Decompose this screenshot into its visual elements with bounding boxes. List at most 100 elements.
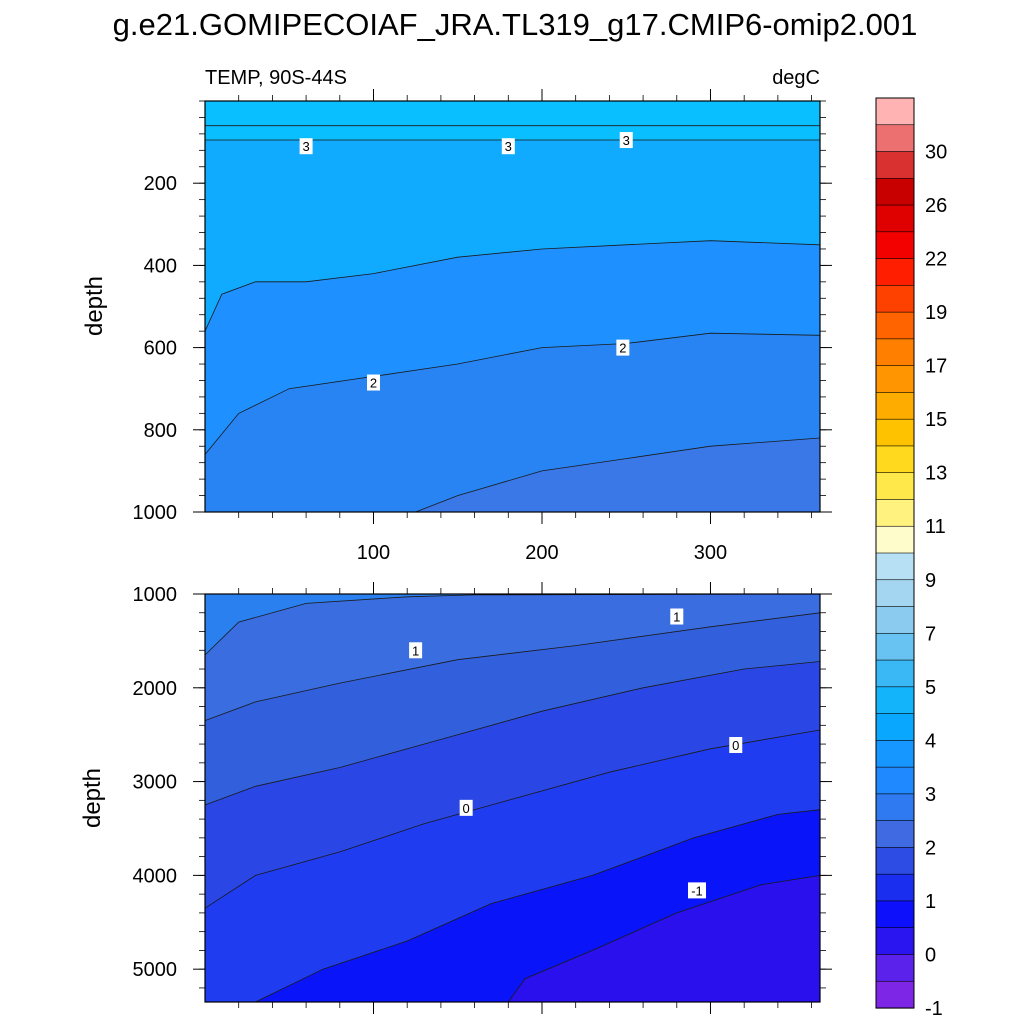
colorbar-swatch [875, 900, 915, 929]
contour-label: 1 [673, 610, 680, 625]
colorbar-label: 13 [925, 463, 947, 485]
colorbar-swatch [875, 927, 915, 956]
colorbar-swatch [875, 980, 915, 1009]
colorbar-swatch [875, 579, 915, 608]
contour-label: 1 [412, 643, 419, 658]
colorbar-swatch [875, 793, 915, 822]
colorbar-swatch [875, 204, 915, 233]
contour-label-box [688, 882, 706, 899]
colorbar-label: 2 [925, 837, 936, 859]
colorbar-swatch [875, 525, 915, 554]
colorbar-swatch [875, 258, 915, 286]
panel-1-band-fill [508, 875, 820, 1002]
x-tick-label: 200 [525, 542, 558, 564]
colorbar-swatch [875, 606, 915, 634]
colorbar-swatch [875, 659, 915, 688]
upper-ylabel: depth [81, 276, 108, 336]
upper-panel: TEMP, 90S-44S degC 3 3 3 2 2 200 400 600 800 100… [81, 67, 832, 564]
colorbar-swatch [875, 445, 915, 474]
colorbar-swatch [875, 954, 915, 982]
colorbar-swatch [875, 552, 915, 581]
contour-label: 2 [619, 341, 626, 356]
upper-left-label: TEMP, 90S-44S [205, 67, 347, 89]
panel-0-band-fill [415, 438, 820, 512]
colorbar-swatch [875, 820, 915, 849]
colorbar-label: 7 [925, 623, 936, 645]
contour-label: 2 [370, 376, 377, 391]
panel-1-contour-line [204, 661, 821, 806]
panel-1-contour-line [204, 593, 821, 656]
colorbar-label: 26 [925, 195, 947, 217]
y-tick-label: 3000 [133, 772, 178, 794]
colorbar-swatch [875, 472, 915, 501]
y-tick-label: 2000 [133, 678, 178, 700]
contour-label: 3 [623, 133, 630, 148]
contour-label-box [619, 132, 633, 149]
y-tick-label: 800 [144, 420, 177, 442]
colorbar-swatch [875, 365, 915, 394]
colorbar-swatch [875, 499, 915, 527]
lower-ylabel: depth [79, 768, 106, 828]
panel-1-contour-line [204, 612, 821, 721]
contour-label: -1 [691, 883, 703, 898]
upper-axes: 200 400 600 800 1000 100 200 300 [133, 89, 832, 564]
contour-label-box [459, 799, 473, 816]
colorbar-swatch [875, 177, 915, 206]
colorbar-label: -1 [925, 998, 943, 1020]
colorbar-label: 15 [925, 409, 947, 431]
colorbar-swatch [875, 766, 915, 795]
colorbar-swatch [875, 338, 915, 367]
colorbar-label: 30 [925, 142, 947, 164]
panel-1-contour-line [255, 809, 821, 1003]
colorbar-swatch [875, 97, 915, 126]
colorbar-label: 11 [925, 516, 946, 538]
colorbar-swatch [875, 686, 915, 715]
contour-label-box [729, 737, 743, 754]
panel-0-contour-line [415, 437, 821, 513]
lower-axes: 1000 2000 3000 4000 5000 [133, 582, 832, 1014]
lower-contour-plot: 1 1 0 0 -1 [204, 593, 821, 1003]
contour-label-box [409, 642, 423, 659]
upper-contour-plot: 3 3 3 2 2 [204, 101, 821, 513]
colorbar-swatch [875, 392, 915, 420]
colorbar-label: 0 [925, 945, 936, 967]
colorbar-swatch [875, 847, 915, 875]
colorbar-swatch [875, 873, 915, 902]
y-tick-label: 200 [144, 173, 177, 195]
colorbar-swatch [875, 713, 915, 741]
colorbar-label: 17 [925, 356, 947, 378]
contour-label-box [616, 339, 630, 356]
colorbar-swatch [875, 151, 915, 179]
colorbar-swatch [875, 124, 915, 153]
contour-label: 0 [463, 801, 470, 816]
upper-right-label: degC [772, 67, 820, 89]
colorbar-label: 3 [925, 784, 936, 806]
contour-label-box [670, 608, 684, 625]
colorbar-label: 1 [925, 891, 936, 913]
y-tick-label: 1000 [133, 584, 178, 606]
colorbar-swatch [875, 285, 915, 313]
panel-0-contour-line [204, 240, 821, 332]
colorbar-swatch [875, 418, 915, 447]
colorbar-swatch [875, 740, 915, 768]
contour-label: 0 [732, 738, 739, 753]
contour-label-box [366, 374, 380, 391]
y-tick-label: 4000 [133, 865, 178, 887]
x-tick-label: 300 [694, 542, 727, 564]
panel-1-frame [204, 593, 821, 1003]
colorbar-swatch [875, 231, 915, 260]
colorbar-label: 5 [925, 677, 936, 699]
contour-label: 3 [302, 139, 309, 154]
y-tick-label: 600 [144, 338, 177, 360]
colorbar-label: 22 [925, 249, 947, 271]
figure-title: g.e21.GOMIPECOIAF_JRA.TL319_g17.CMIP6-om… [113, 7, 918, 42]
contour-label-box [299, 138, 313, 155]
y-tick-label: 400 [144, 255, 177, 277]
lower-panel: 1 1 0 0 -1 1000 2000 3000 4000 5000 depth [79, 582, 832, 1014]
contour-label: 3 [505, 139, 512, 154]
colorbar-swatch [875, 311, 915, 340]
colorbar-swatch [875, 632, 915, 661]
colorbar-label: 9 [925, 570, 936, 592]
